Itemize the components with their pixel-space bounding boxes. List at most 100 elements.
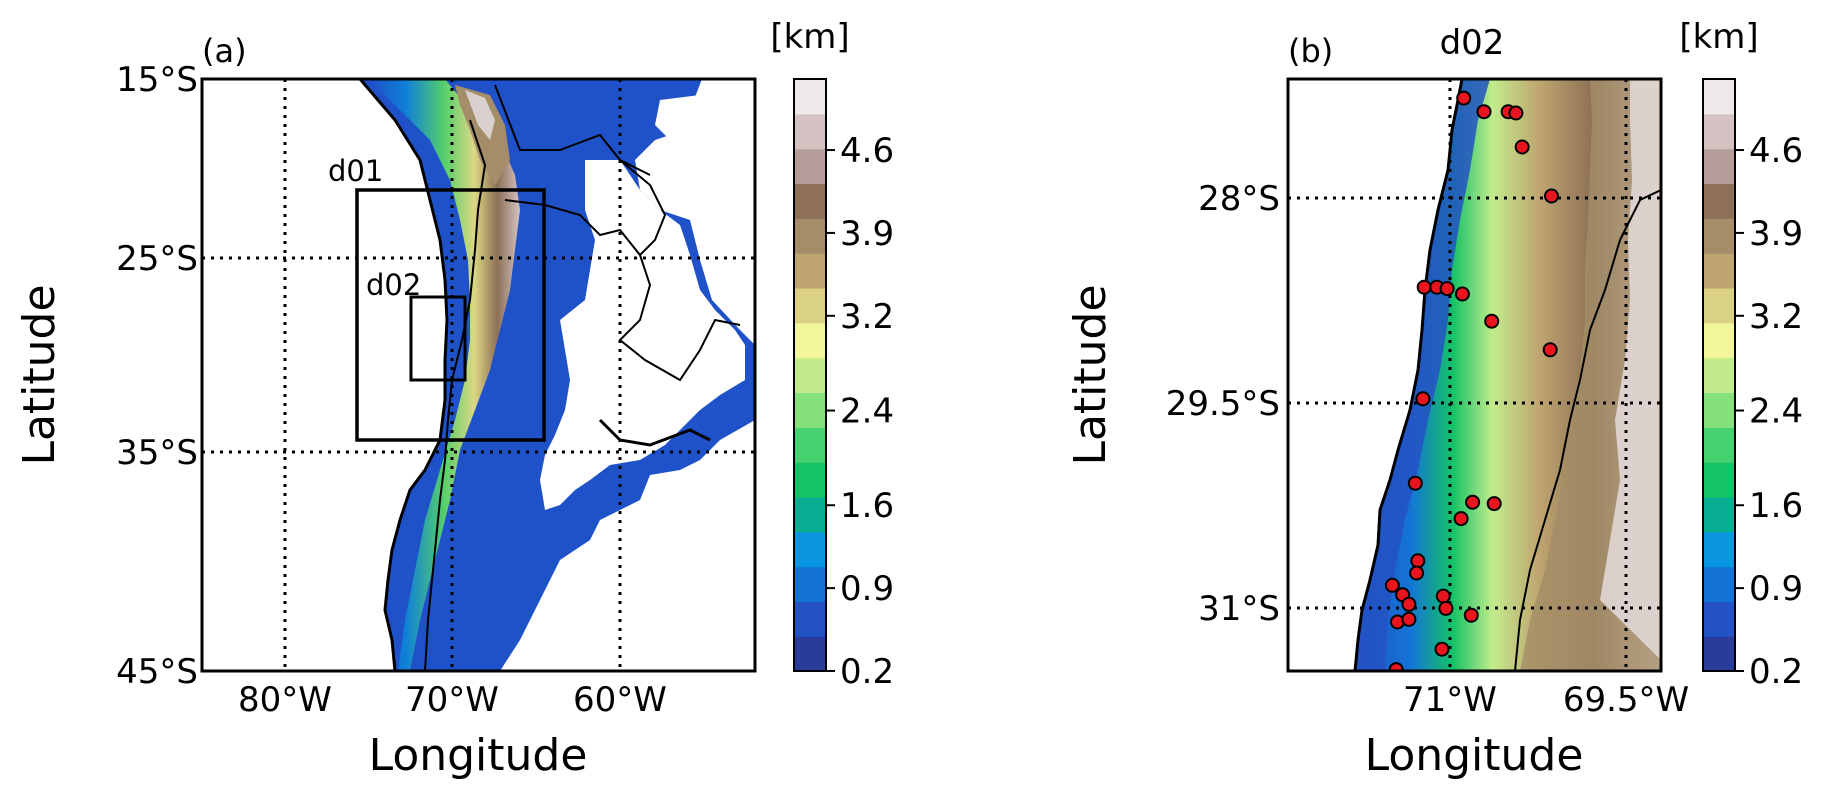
- lat-tick-label: 28°S: [1198, 179, 1280, 219]
- panel-b-lat-ticks: 28°S 29.5°S 31°S: [1166, 179, 1280, 629]
- andes-relief: [368, 79, 520, 671]
- colorbar-band: [794, 287, 826, 324]
- colorbar-band: [1703, 183, 1735, 219]
- colorbar-bands: [794, 79, 826, 672]
- colorbar-band: [794, 322, 826, 359]
- station-marker: [1476, 104, 1492, 120]
- colorbar-frame: [793, 78, 827, 672]
- station-marker: [1486, 496, 1502, 512]
- lat-tick-label: 35°S: [116, 433, 198, 473]
- altiplano-high: [455, 85, 510, 185]
- colorbar-band: [1703, 218, 1735, 254]
- station-marker: [1514, 139, 1530, 155]
- lat-tick-label: 15°S: [116, 60, 198, 100]
- colorbar-band: [1703, 253, 1735, 289]
- border-chile-argentina: [424, 119, 487, 671]
- domain-label-d01: d01: [328, 154, 383, 188]
- station-marker: [1401, 611, 1417, 627]
- colorbar-band: [794, 392, 826, 428]
- colorbar-band: [794, 566, 826, 602]
- station-marker: [1416, 279, 1432, 295]
- colorbar-band: [1703, 636, 1735, 672]
- station-markers: [1384, 90, 1559, 671]
- coastline: [1353, 79, 1464, 671]
- lowland-plains: [540, 160, 745, 510]
- lat-tick-label: 31°S: [1198, 589, 1280, 629]
- colorbar-band: [794, 183, 826, 219]
- station-marker: [1435, 588, 1451, 604]
- lowland-patch-north: [655, 95, 700, 140]
- colorbar-tick-label: 2.4: [1749, 392, 1803, 432]
- colorbar-band: [1703, 496, 1735, 533]
- station-marker: [1439, 281, 1455, 297]
- snow-peaks: [1600, 80, 1661, 660]
- panel-b-ylabel: Latitude: [1065, 284, 1116, 465]
- colorbar-band: [794, 148, 826, 185]
- panel-b-frame: [1286, 77, 1663, 673]
- colorbar-tick-label: 3.9: [1749, 214, 1803, 254]
- panel-a-ylabel: Latitude: [14, 284, 65, 465]
- border-chile-argentina: [1514, 189, 1661, 671]
- station-marker: [1407, 475, 1423, 491]
- colorbar-band: [794, 218, 826, 254]
- station-marker: [1484, 313, 1500, 329]
- panel-b-tag: (b): [1288, 32, 1333, 70]
- panel-b: (b) d02 28°S 29.5°S 31°S 71°W 69.5°W Lon…: [1065, 17, 1803, 781]
- station-marker: [1434, 641, 1450, 657]
- colorbar-band: [794, 601, 826, 637]
- panel-a-xlabel: Longitude: [369, 730, 588, 781]
- panel-a-colorbar: 0.2 0.9 1.6 2.4 3.2 3.9 4.6 [km]: [770, 17, 894, 692]
- colorbar-band: [794, 496, 826, 533]
- station-marker: [1465, 494, 1481, 510]
- colorbar-band: [794, 253, 826, 289]
- lon-tick-label: 60°W: [573, 680, 667, 720]
- colorbar-band: [1703, 427, 1735, 463]
- colorbar-band: [1703, 79, 1735, 115]
- panel-b-colorbar: 0.2 0.9 1.6 2.4 3.2 3.9 4.6 [km]: [1679, 17, 1803, 692]
- colorbar-band: [1703, 357, 1735, 394]
- station-marker: [1410, 553, 1426, 569]
- lon-tick-label: 80°W: [238, 680, 332, 720]
- lon-tick-label: 71°W: [1403, 680, 1497, 720]
- colorbar-tick-label: 0.9: [840, 569, 894, 609]
- station-marker: [1438, 600, 1454, 616]
- colorbar-band: [1703, 601, 1735, 637]
- panel-a-lon-ticks: 80°W 70°W 60°W: [238, 680, 667, 720]
- colorbar-band: [794, 427, 826, 463]
- station-marker: [1544, 188, 1559, 204]
- colorbar-band: [794, 113, 826, 150]
- station-marker: [1508, 105, 1524, 121]
- colorbar-bands: [1703, 79, 1735, 672]
- panel-b-lon-ticks: 71°W 69.5°W: [1403, 680, 1689, 720]
- station-marker: [1456, 90, 1472, 106]
- colorbar-band: [794, 79, 826, 115]
- border-paraguay: [619, 159, 667, 256]
- colorbar-band: [1703, 531, 1735, 568]
- coastline: [358, 79, 449, 671]
- colorbar-band: [794, 357, 826, 394]
- panel-a: (a) d01 d02 15°S 25°S 35°S 45°S 80°W 70°…: [14, 17, 894, 781]
- station-marker: [1384, 577, 1400, 593]
- colorbar-tick-label: 0.2: [840, 652, 894, 692]
- colorbar-band: [1703, 566, 1735, 602]
- colorbar-band: [794, 531, 826, 568]
- colorbar-tick-label: 0.2: [1749, 652, 1803, 692]
- panel-b-domain-title: d02: [1440, 23, 1505, 63]
- station-marker: [1453, 511, 1469, 527]
- colorbar-ticks: 0.2 0.9 1.6 2.4 3.2 3.9 4.6: [1735, 131, 1803, 692]
- station-marker: [1454, 286, 1470, 302]
- border-bolivia: [494, 84, 651, 176]
- colorbar-band: [1703, 322, 1735, 359]
- lat-tick-label: 45°S: [116, 652, 198, 692]
- lon-tick-label: 69.5°W: [1563, 680, 1689, 720]
- station-marker: [1542, 342, 1558, 358]
- colorbar-band: [1703, 113, 1735, 150]
- station-marker: [1463, 607, 1479, 623]
- lat-tick-label: 29.5°S: [1166, 384, 1280, 424]
- colorbar-unit: [km]: [770, 17, 849, 57]
- panel-a-map: [202, 79, 755, 671]
- station-marker: [1415, 391, 1431, 407]
- domain-box-d02: [409, 295, 467, 382]
- colorbar-tick-label: 4.6: [840, 131, 894, 171]
